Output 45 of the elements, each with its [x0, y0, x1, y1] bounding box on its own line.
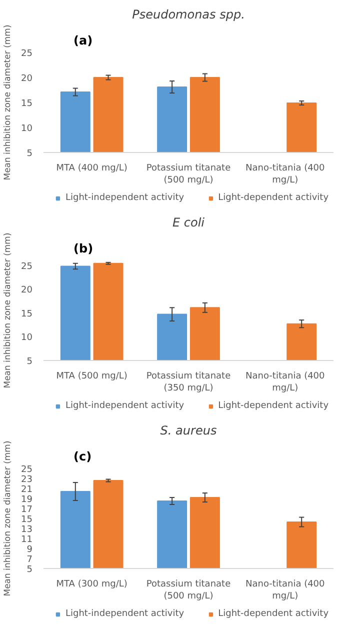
x-tick-label: Nano-titania (400 mg/L)	[246, 372, 326, 394]
x-tick-label: Potassium titanate (350 mg/L)	[146, 372, 232, 394]
y-tick-label: 23	[21, 475, 32, 485]
x-tick-label: Potassium titanate (500 mg/L)	[146, 580, 232, 602]
y-tick-label: 5	[26, 565, 33, 575]
legend-label: Light-independent activity	[65, 609, 184, 619]
x-tick-label: MTA (500 mg/L)	[56, 372, 128, 382]
text: (c)	[74, 450, 92, 464]
legend-label: Light-dependent activity	[218, 401, 329, 411]
y-tick-label: 20	[21, 286, 33, 296]
legend-label: Light-independent activity	[65, 193, 184, 203]
y-axis-title: Mean inhibition zone diameter (mm)	[3, 24, 14, 180]
legend-label: Light-dependent activity	[218, 193, 329, 203]
legend-label: Light-dependent activity	[218, 609, 329, 619]
legend-label: Light-independent activity	[65, 401, 184, 411]
y-tick-label: 19	[21, 495, 33, 505]
y-tick-label: 10	[21, 124, 33, 134]
y-tick-label: 11	[21, 535, 32, 545]
y-tick-label: 15	[21, 515, 32, 525]
chart-title: S. aureus	[160, 424, 217, 438]
x-tick-label: Nano-titania (400 mg/L)	[246, 164, 326, 186]
y-tick-label: 21	[21, 485, 32, 495]
chart-title: Pseudomonas spp.	[132, 8, 245, 22]
y-tick-label: 25	[21, 465, 32, 475]
y-axis-title: Mean inhibition zone diameter (mm)	[3, 440, 14, 596]
y-tick-label: 10	[21, 333, 33, 344]
y-tick-label: 15	[21, 99, 32, 109]
y-tick-label: 25	[21, 262, 32, 272]
y-tick-label: 13	[21, 525, 32, 535]
y-tick-label: 7	[26, 555, 33, 565]
y-tick-label: 25	[21, 49, 32, 59]
y-tick-label: 17	[21, 505, 32, 515]
y-tick-label: 5	[26, 149, 33, 159]
y-tick-label: 20	[21, 74, 33, 84]
text: (b)	[74, 242, 94, 256]
text: (a)	[74, 34, 93, 48]
x-tick-label: MTA (300 mg/L)	[56, 580, 128, 590]
y-tick-label: 15	[21, 309, 32, 320]
y-tick-label: 5	[26, 357, 33, 367]
x-tick-label: Potassium titanate (500 mg/L)	[146, 164, 232, 186]
x-tick-label: MTA (400 mg/L)	[56, 164, 128, 174]
chart-title: E coli	[172, 216, 206, 230]
x-tick-label: Nano-titania (400 mg/L)	[246, 580, 326, 602]
y-tick-label: 9	[26, 545, 33, 555]
y-axis-title: Mean inhibition zone diameter (mm)	[3, 232, 14, 388]
